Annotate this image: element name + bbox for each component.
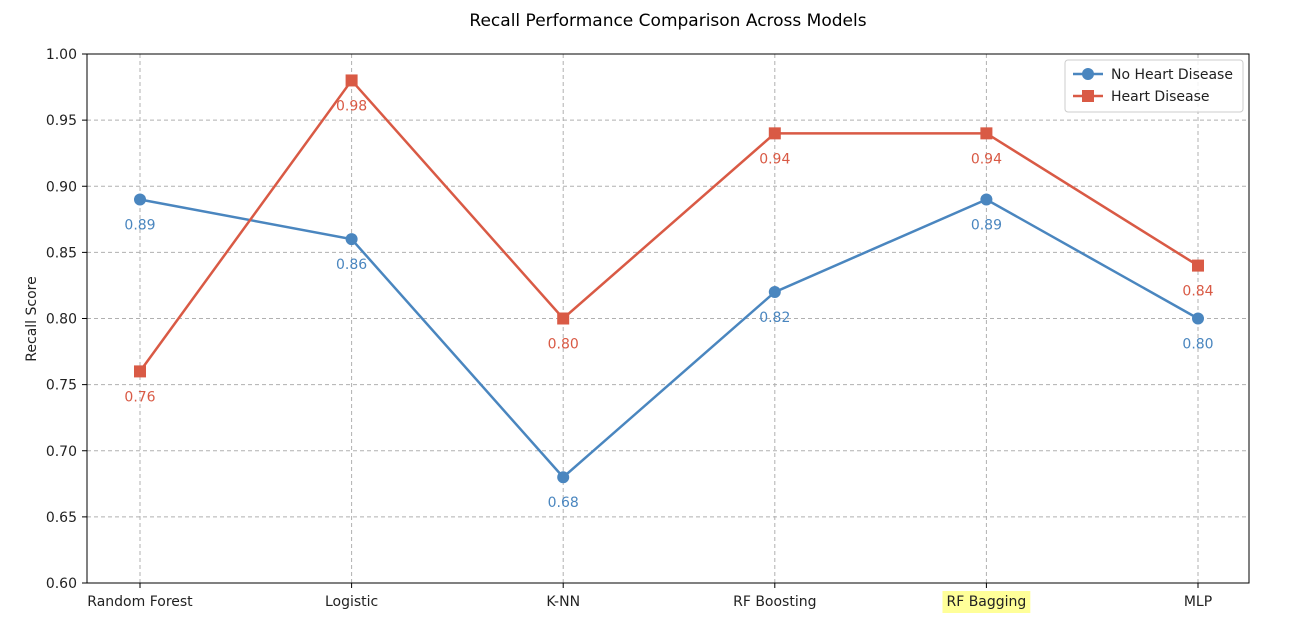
data-point (345, 233, 358, 246)
data-point (768, 127, 781, 140)
ticks-layer: 0.60 0.65 0.70 0.75 0.80 0.85 0.90 0.95 1.00 Rand… (46, 47, 1212, 613)
data-label: 0.76 (124, 389, 155, 405)
y-tick-label: 0.85 (46, 245, 77, 261)
data-point (134, 365, 146, 378)
y-tick-label: 0.65 (46, 510, 77, 526)
chart-title: Recall Performance Comparison Across Mod… (469, 11, 866, 31)
y-axis-label: Recall Score (24, 276, 40, 361)
legend-label: Heart Disease (1111, 89, 1209, 105)
x-tick-label: Random Forest (87, 594, 193, 610)
legend: No Heart Disease Heart Disease (1064, 59, 1244, 113)
data-point (980, 127, 993, 140)
legend-swatch-marker (1082, 90, 1094, 102)
x-tick-label: RF Boosting (733, 594, 816, 610)
x-tick-highlight (942, 591, 1031, 613)
legend-label: No Heart Disease (1111, 67, 1233, 83)
x-tick-label: Logistic (325, 594, 378, 610)
x-tick-label: RF Bagging (946, 594, 1026, 610)
data-point (557, 471, 570, 484)
y-tick-label: 0.80 (46, 312, 77, 328)
data-label: 0.86 (336, 257, 367, 273)
x-tick-label: MLP (1184, 594, 1212, 610)
series-line (138, 78, 1199, 373)
x-tick-label: K-NN (546, 594, 580, 610)
data-label: 0.98 (336, 98, 367, 114)
series-layer: 0.89 0.86 0.68 0.82 0.89 0.80 0.76 0.98 0.80 0.94… (124, 74, 1214, 511)
data-point (345, 74, 358, 87)
data-label: 0.82 (759, 310, 790, 326)
grid-layer (87, 54, 1249, 583)
data-point (1192, 312, 1204, 325)
data-point (557, 312, 570, 325)
series-0: 0.89 0.86 0.68 0.82 0.89 0.80 (124, 193, 1214, 511)
data-label: 0.94 (759, 151, 790, 167)
data-point (768, 286, 781, 299)
data-label: 0.84 (1182, 284, 1213, 300)
legend-swatch-marker (1082, 68, 1094, 80)
y-tick-label: 0.60 (46, 576, 77, 592)
legend-box (1064, 59, 1244, 113)
y-tick-label: 1.00 (46, 47, 77, 63)
data-label: 0.80 (1182, 337, 1213, 353)
y-tick-label: 0.90 (46, 179, 77, 195)
data-label: 0.89 (971, 217, 1002, 233)
y-tick-label: 0.95 (46, 113, 77, 129)
data-label: 0.68 (548, 495, 579, 511)
data-label: 0.80 (548, 337, 579, 353)
y-tick-label: 0.75 (46, 378, 77, 394)
data-label: 0.89 (124, 217, 155, 233)
data-point (980, 193, 993, 206)
series-1: 0.76 0.98 0.80 0.94 0.94 0.84 (124, 74, 1214, 405)
y-tick-label: 0.70 (46, 444, 77, 460)
data-point (1192, 259, 1204, 272)
series-line (139, 198, 1199, 479)
data-point (134, 193, 146, 206)
data-label: 0.94 (971, 151, 1002, 167)
